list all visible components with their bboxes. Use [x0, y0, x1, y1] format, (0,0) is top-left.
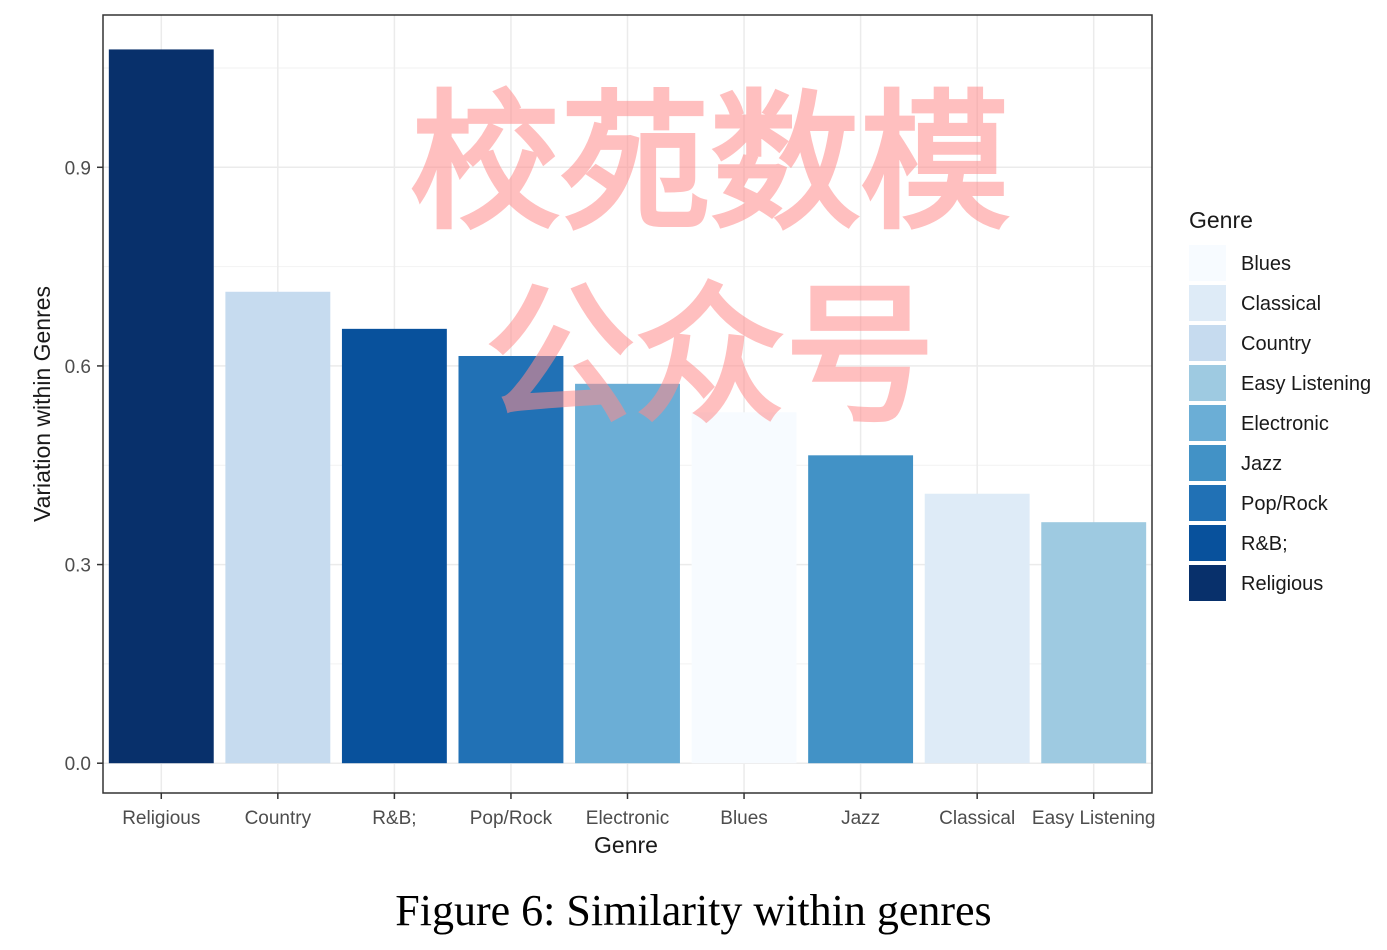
- y-tick-label: 0.6: [65, 357, 91, 378]
- watermark-line-2: 公众号: [485, 270, 935, 444]
- x-axis-title: Genre: [594, 832, 658, 858]
- x-tick-label: Religious: [122, 808, 200, 829]
- legend-label: Electronic: [1241, 413, 1329, 435]
- legend-label: Country: [1241, 333, 1311, 355]
- y-tick-label: 0.0: [65, 754, 91, 775]
- x-tick-label: Pop/Rock: [470, 808, 553, 829]
- bar: [341, 328, 447, 764]
- bars: [108, 49, 1147, 764]
- legend-key: [1189, 485, 1226, 521]
- bar: [1041, 522, 1147, 764]
- legend-title: Genre: [1189, 207, 1253, 233]
- x-tick-label: Classical: [939, 808, 1015, 829]
- figure-caption: Figure 6: Similarity within genres: [395, 886, 992, 935]
- legend-key: [1189, 445, 1226, 481]
- y-tick-label: 0.3: [65, 556, 91, 577]
- bar-chart: 校苑数模 公众号 0.0 0.3 0.6 0.9 Religious Country R&…: [29, 14, 1371, 858]
- legend-label: Blues: [1241, 253, 1291, 275]
- y-tick-label: 0.9: [65, 158, 91, 179]
- legend-key: [1189, 525, 1226, 561]
- legend: Genre Blues Classical Country Easy Listenin…: [1189, 207, 1371, 601]
- bar: [575, 383, 680, 764]
- legend-label: Religious: [1241, 573, 1323, 595]
- legend-key: [1189, 285, 1226, 321]
- legend-key: [1189, 325, 1226, 361]
- y-axis: 0.0 0.3 0.6 0.9: [65, 158, 103, 775]
- x-tick-label: Jazz: [841, 808, 880, 829]
- x-tick-label: Electronic: [586, 808, 669, 829]
- bar: [924, 493, 1030, 764]
- bar: [808, 455, 914, 764]
- watermark: 校苑数模 公众号: [410, 77, 1010, 444]
- x-tick-label: Country: [245, 808, 312, 829]
- x-tick-label: Easy Listening: [1032, 808, 1156, 829]
- x-tick-label: R&B;: [372, 808, 416, 829]
- legend-key: [1189, 565, 1226, 601]
- legend-label: Easy Listening: [1241, 373, 1371, 395]
- x-tick-label: Blues: [720, 808, 768, 829]
- watermark-line-1: 校苑数模: [410, 77, 1010, 251]
- legend-key: [1189, 365, 1226, 401]
- legend-key: [1189, 405, 1226, 441]
- bar: [108, 49, 214, 764]
- legend-key: [1189, 245, 1226, 281]
- legend-label: Classical: [1241, 293, 1321, 315]
- legend-label: R&B;: [1241, 533, 1288, 555]
- bar: [691, 412, 797, 764]
- x-axis: Religious Country R&B; Pop/Rock Electronic Bl…: [122, 793, 1156, 829]
- bar: [458, 355, 564, 764]
- y-axis-title: Variation within Genres: [29, 286, 55, 522]
- legend-label: Pop/Rock: [1241, 493, 1329, 515]
- bar: [225, 291, 331, 764]
- legend-label: Jazz: [1241, 453, 1282, 475]
